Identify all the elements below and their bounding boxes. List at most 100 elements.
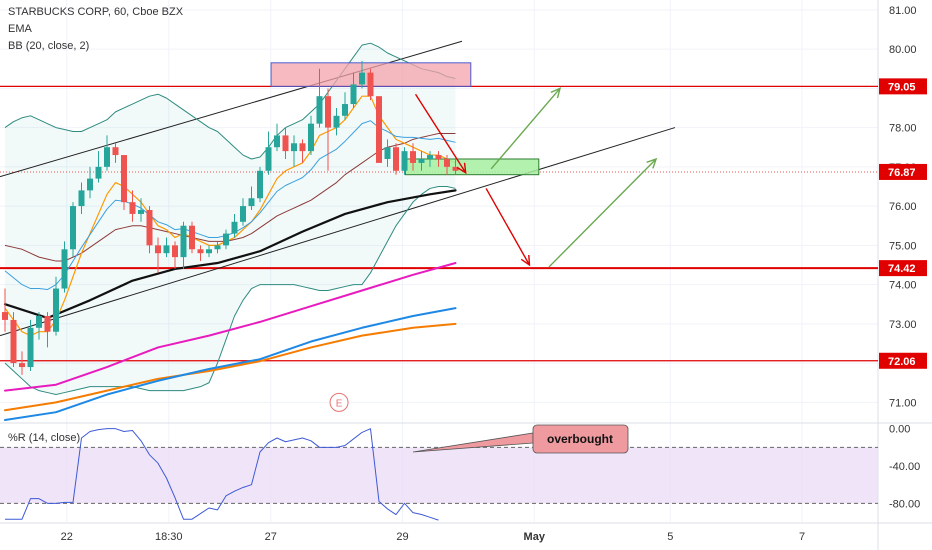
candle-body [223,233,229,246]
candle-body [350,84,357,105]
candle-body [427,155,433,159]
time-tick-label: 22 [61,531,73,543]
candle-body [36,316,42,328]
candle-body [240,206,246,222]
legend-symbol: STARBUCKS CORP, 60, Cboe BZX [8,6,184,18]
candle-body [299,143,306,152]
candle-body [146,210,153,246]
candle-body [104,147,110,167]
candle-body [189,225,195,250]
candle-body [333,115,340,128]
candle-body [155,245,161,254]
ema-orange-line [4,322,457,412]
red-arrow-down-2-head [520,254,531,267]
candle-body [53,288,59,332]
price-tick-label: 80.00 [889,44,917,56]
candle-body [231,221,238,234]
green-arrow-up-2 [548,158,657,268]
price-tag [879,260,927,277]
candle-body [163,245,170,254]
candle-body [129,202,136,214]
green-arrow-up-2-head [646,157,658,169]
candle-body [401,151,408,171]
candle-body [367,72,374,97]
candle-body [359,72,365,85]
price-tag-label: 76.87 [888,167,916,179]
wr-line [5,428,439,521]
time-tick-label: 18:30 [155,531,183,543]
price-tick-label: 76.00 [889,201,917,213]
candle-body [452,166,459,171]
bb-fill [5,43,456,395]
legend-wr: %R (14, close) [8,432,81,444]
overbought-label: overbought [547,432,613,446]
candle-body [342,104,348,116]
candle-body [112,147,119,156]
candle-body [19,363,25,368]
candle-body [376,96,382,163]
price-tag [879,78,927,95]
candle-body [274,135,280,148]
price-tag [879,352,927,369]
price-tick-label: 71.00 [889,397,917,409]
candle-body [265,147,272,171]
earnings-marker-label: E [336,398,343,409]
price-tick-label: 81.00 [889,5,917,17]
legend-ema: EMA [8,23,32,35]
price-tick-label: 75.00 [889,240,917,252]
time-tick-label: 5 [667,531,673,543]
candle-body [444,158,450,167]
candle-body [410,151,416,163]
candle-body [87,178,93,191]
candle-body [206,249,212,254]
candle-body [61,249,68,289]
candle-body [282,135,289,152]
candle-body [316,96,323,124]
candle-body [121,155,127,203]
candle-body [384,147,391,159]
ema-black-line [3,189,457,320]
candle-body [257,170,263,199]
wr-tick-label: -80.00 [889,498,920,510]
bb-lower-line [4,185,456,396]
wr-tick-label: 0.00 [889,424,910,436]
green-arrow-up-1 [490,87,561,170]
red-arrow-down-1-head [456,162,467,175]
candle-body [214,245,221,250]
candle-body [393,147,399,171]
wr-band-fill [0,447,878,504]
legend-bb: BB (20, close, 2) [8,40,90,52]
red-arrow-down-1 [414,93,467,174]
price-tag-label: 72.06 [888,356,916,368]
candle-body [435,155,442,159]
wr-tick-label: -40.00 [889,461,920,473]
candle-body [325,96,331,128]
red-arrow-down-2 [485,188,531,266]
candle-body [418,158,425,163]
bb-upper-line [4,42,456,160]
time-tick-label: May [524,531,546,543]
candle-body [197,249,204,254]
candle-body [291,143,297,152]
price-tag [879,163,927,180]
candle-body [95,166,102,179]
price-tag-label: 74.42 [888,263,916,275]
ema-blue-line [4,307,457,422]
candle-body [138,210,144,214]
ema-magenta-line [4,262,457,392]
candle-body [78,190,85,207]
candle-body [2,312,8,320]
candle-body [10,319,17,364]
time-tick-label: 7 [799,531,805,543]
candle-body [180,225,187,258]
earnings-marker [329,392,349,412]
candle-body [308,123,314,152]
price-tick-label: 73.00 [889,319,917,331]
price-tick-label: 78.00 [889,123,917,135]
candle-body [70,206,76,250]
candle-body [248,198,255,207]
price-tick-label: 74.00 [889,280,917,292]
channel-lower-line [0,127,676,337]
candle-body [172,245,178,258]
